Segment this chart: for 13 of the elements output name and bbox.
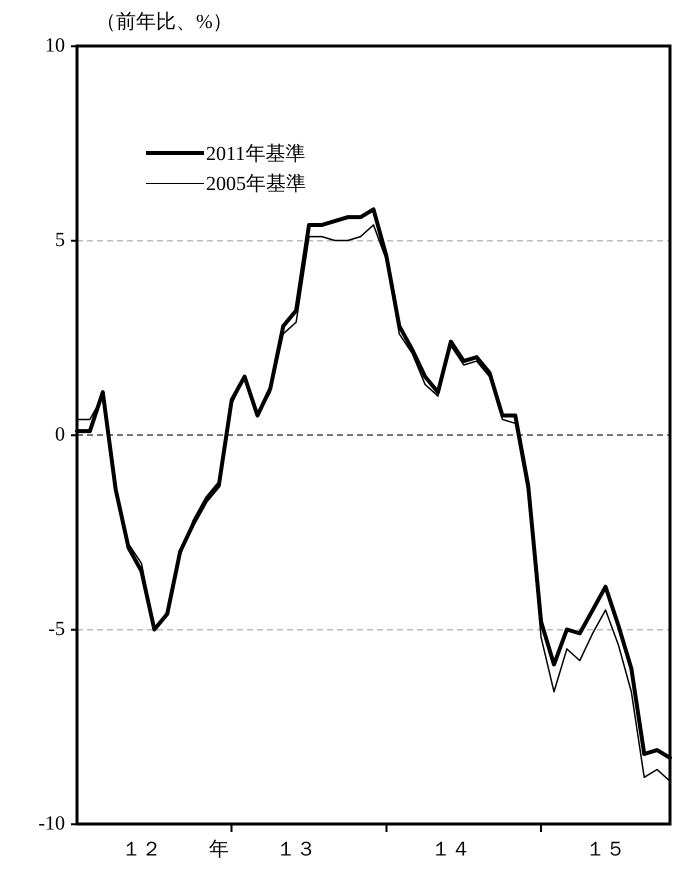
y-axis-title: （前年比、%） (96, 10, 233, 35)
x-tick-label: １２ (121, 838, 162, 860)
y-tick-label: 5 (55, 228, 65, 251)
x-tick-label: １３ (276, 838, 316, 860)
y-tick-label: -5 (48, 618, 65, 640)
x-tick-label: 年 (208, 838, 229, 860)
legend-label: 2005年基準 (206, 172, 306, 196)
y-tick-label: -10 (38, 812, 65, 834)
x-tick-label: １４ (430, 838, 471, 860)
y-tick-label: 10 (45, 34, 65, 56)
x-tick-label: １５ (586, 838, 626, 860)
y-tick-label: 0 (55, 423, 65, 446)
legend-label: 2011年基準 (206, 142, 306, 166)
